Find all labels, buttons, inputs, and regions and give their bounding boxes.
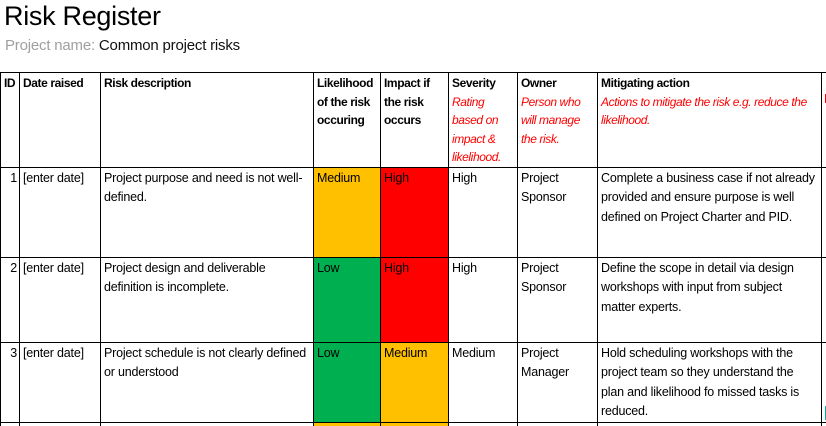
- risk-register-table: ID Date raised Risk description Likeliho…: [0, 72, 826, 426]
- cell-date-raised[interactable]: [enter date]: [19, 256, 101, 343]
- cell-date-raised[interactable]: [enter date]: [19, 166, 101, 258]
- project-name-line: Project name: Common project risks: [5, 37, 240, 54]
- cell-likelihood[interactable]: [313, 421, 381, 426]
- cell-id[interactable]: [0, 421, 20, 426]
- cell-id[interactable]: 1: [0, 166, 20, 258]
- col-header-id: ID: [0, 72, 20, 168]
- cell-impact[interactable]: Medium: [380, 341, 449, 423]
- col-header-mitigating-action: Mitigating action Actions to mitigate the…: [597, 72, 822, 168]
- page-title: Risk Register: [4, 1, 161, 31]
- risk-row: 3 [enter date] Project schedule is not c…: [0, 341, 826, 423]
- col-header-likelihood: Likelihood of the risk occuring: [313, 72, 381, 168]
- cell-owner[interactable]: Project Sponsor: [517, 256, 598, 343]
- col-header-owner: Owner Person who will manage the risk.: [517, 72, 598, 168]
- cell-owner[interactable]: [517, 421, 598, 426]
- project-name-value[interactable]: Common project risks: [98, 37, 240, 54]
- cell-date-raised[interactable]: [19, 421, 101, 426]
- risk-row: 1 [enter date] Project purpose and need …: [0, 166, 826, 258]
- partial-next-row: [0, 421, 826, 426]
- cell-severity[interactable]: [448, 421, 518, 426]
- cell-impact[interactable]: High: [380, 256, 449, 343]
- col-header-severity: Severity Rating based on impact & likelih…: [448, 72, 518, 168]
- cell-likelihood[interactable]: Medium: [313, 166, 381, 258]
- risk-row: 2 [enter date] Project design and delive…: [0, 256, 826, 343]
- cell-date-raised[interactable]: [enter date]: [19, 341, 101, 423]
- cell-severity[interactable]: High: [448, 166, 518, 258]
- cell-owner[interactable]: Project Manager: [517, 341, 598, 423]
- owner-header-note: Person who will manage the risk.: [521, 94, 581, 146]
- owner-header-title: Owner: [521, 76, 557, 90]
- cell-impact[interactable]: High: [380, 166, 449, 258]
- cell-mitigating-action[interactable]: Complete a business case if not already …: [597, 166, 822, 258]
- cell-severity[interactable]: Medium: [448, 341, 518, 423]
- cell-mitigating-action[interactable]: Define the scope in detail via design wo…: [597, 256, 822, 343]
- cell-mitigating-action[interactable]: Hold scheduling workshops with the proje…: [597, 341, 822, 423]
- mitigation-header-title: Mitigating action: [601, 76, 690, 90]
- risk-table-container: ID Date raised Risk description Likeliho…: [0, 72, 826, 426]
- mitigation-header-note: Actions to mitigate the risk e.g. reduce…: [601, 94, 807, 128]
- cell-likelihood[interactable]: Low: [313, 341, 381, 423]
- cell-risk-description[interactable]: Project design and deliverable definitio…: [100, 256, 314, 343]
- cell-id[interactable]: 3: [0, 341, 20, 423]
- cell-severity[interactable]: High: [448, 256, 518, 343]
- cell-impact[interactable]: [380, 421, 449, 426]
- cell-clipped: [821, 341, 826, 423]
- cell-likelihood[interactable]: Low: [313, 256, 381, 343]
- cell-clipped: [821, 166, 826, 258]
- col-header-clipped: [821, 72, 826, 168]
- col-header-impact: Impact if the risk occurs: [380, 72, 449, 168]
- cell-id[interactable]: 2: [0, 256, 20, 343]
- project-name-label: Project name:: [5, 37, 95, 54]
- cell-risk-description[interactable]: Project schedule is not clearly defined …: [100, 341, 314, 423]
- col-header-date-raised: Date raised: [19, 72, 101, 168]
- severity-header-note: Rating based on impact & likelihood.: [452, 94, 501, 165]
- header-row: ID Date raised Risk description Likeliho…: [0, 72, 826, 168]
- cell-mitigating-action[interactable]: [597, 421, 822, 426]
- cell-clipped: [821, 421, 826, 426]
- cell-risk-description[interactable]: Project purpose and need is not well-def…: [100, 166, 314, 258]
- cell-risk-description[interactable]: [100, 421, 314, 426]
- cell-owner[interactable]: Project Sponsor: [517, 166, 598, 258]
- cell-clipped: [821, 256, 826, 343]
- severity-header-title: Severity: [452, 76, 496, 90]
- col-header-risk-description: Risk description: [100, 72, 314, 168]
